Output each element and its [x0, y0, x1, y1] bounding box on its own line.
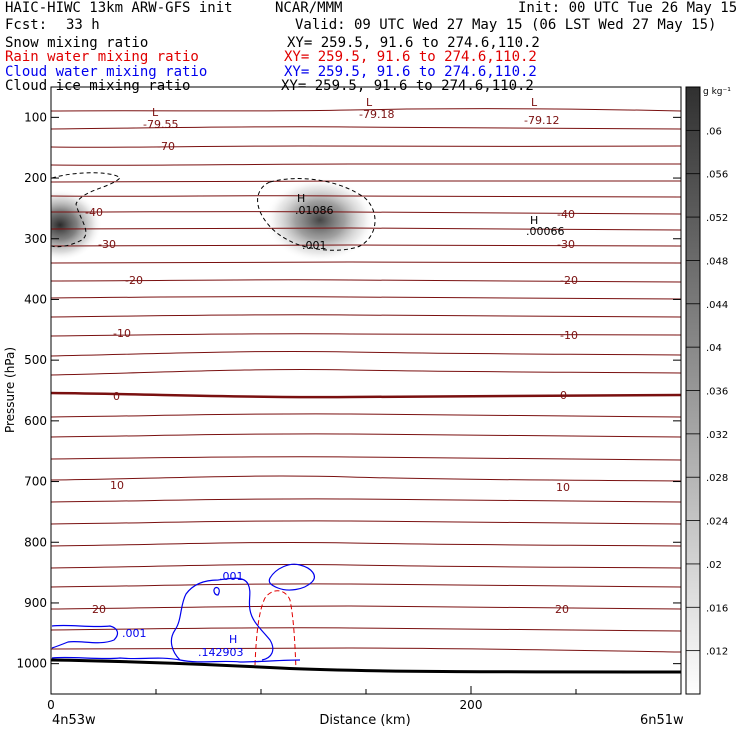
x-axis-label: Distance (km): [319, 713, 410, 728]
snow-shading: [51, 178, 375, 262]
field-xy-snow: XY= 259.5, 91.6 to 274.6,110.2: [287, 35, 540, 51]
temperature-label: L: [366, 96, 373, 109]
field-name-cloudwater: Cloud water mixing ratio: [5, 64, 208, 80]
cloudwater-contour-small: [213, 586, 220, 596]
colorbar-tick-label: .032: [706, 430, 728, 441]
colorbar-tick-label: .04: [706, 343, 722, 354]
org-label: NCAR/MMM: [275, 0, 343, 16]
temperature-label: 10: [556, 481, 570, 494]
cloudwater-contour-label: .001: [122, 627, 147, 640]
temperature-label: 0: [113, 390, 120, 403]
temperature-label: -30: [557, 238, 575, 251]
snow-contour-left: [51, 172, 121, 248]
colorbar-tick-label: .048: [706, 256, 728, 267]
temperature-label: 20: [555, 603, 569, 616]
init-time: Init: 00 UTC Tue 26 May 15: [518, 0, 738, 16]
temperature-label: -20: [125, 274, 143, 287]
cloudice-max-label: .00066: [526, 225, 565, 238]
colorbar-tick-label: .024: [706, 517, 728, 528]
temperature-label: 0: [560, 389, 567, 402]
rain-contours: [254, 590, 297, 671]
x-tick-label: 200: [460, 698, 483, 712]
colorbar-tick-label: .036: [706, 387, 728, 398]
cloudwater-labels: .001 .001 H .142903: [122, 570, 244, 659]
y-tick-label: 100: [24, 110, 47, 124]
x-tick-label: 0: [47, 698, 55, 712]
y-tick-label: 400: [24, 292, 47, 306]
x-axis: 0 200: [47, 686, 682, 712]
temperature-label: -10: [560, 329, 578, 342]
fcst-value: 33 h: [66, 17, 100, 33]
y-tick-label: 500: [24, 353, 47, 367]
temperature-contours: [51, 108, 681, 653]
temperature-label: L: [531, 96, 538, 109]
snow-contours: [51, 172, 376, 251]
temperature-label: -40: [557, 208, 575, 221]
valid-time: Valid: 09 UTC Wed 27 May 15 (06 LST Wed …: [295, 17, 717, 33]
x-end-label-right: 6n51w: [640, 713, 684, 728]
cloudwater-contours: [51, 563, 315, 663]
snow-max-label: .01086: [295, 204, 334, 217]
snow-contour-center: [257, 178, 376, 251]
colorbar-tick-label: .028: [706, 473, 728, 484]
colorbar-tick-label: .016: [706, 603, 728, 614]
cloudwater-max-label: H: [229, 633, 237, 646]
cloudwater-contour-main: [170, 577, 274, 661]
field-xy-cloudice: XY= 259.5, 91.6 to 274.6,110.2: [281, 78, 534, 94]
temperature-label: L: [152, 106, 159, 119]
rain-contour: [254, 590, 297, 671]
model-title: HAIC-HIWC 13km ARW-GFS init: [5, 0, 233, 16]
field-name-snow: Snow mixing ratio: [5, 35, 149, 51]
snow-contour-label: .001: [302, 239, 327, 252]
cloudwater-contour-left: [51, 624, 119, 649]
field-xy-rain: XY= 259.5, 91.6 to 274.6,110.2: [284, 49, 537, 65]
temperature-label: 20: [92, 603, 106, 616]
temperature-label: -30: [98, 238, 116, 251]
x-end-label-left: 4n53w: [52, 713, 96, 728]
terrain-line: [50, 658, 682, 674]
cloudwater-contour-label: .001: [219, 570, 244, 583]
field-name-cloudice: Cloud ice mixing ratio: [5, 78, 191, 94]
colorbar-tick-label: .052: [706, 213, 728, 224]
y-tick-label: 700: [24, 475, 47, 489]
colorbar-ticks: .012 .016 .02 .024 .028 .032 .036 .04 .044 .048 .0…: [686, 126, 728, 658]
temperature-label: -79.12: [524, 114, 559, 127]
snow-labels: H .01086 .001 H .00066: [295, 192, 565, 252]
field-name-rain: Rain water mixing ratio: [5, 49, 199, 65]
y-axis-label: Pressure (hPa): [3, 347, 17, 433]
temperature-label: -79.55: [143, 118, 178, 131]
colorbar-tick-label: .012: [706, 647, 728, 658]
temperature-label: -20: [560, 274, 578, 287]
temperature-label: -40: [85, 206, 103, 219]
temperature-label: 10: [110, 479, 124, 492]
y-tick-label: 600: [24, 414, 47, 428]
temperature-label: -70: [157, 140, 175, 153]
y-tick-label: 1000: [16, 657, 47, 671]
colorbar-tick-label: .044: [706, 300, 728, 311]
temperature-label: -10: [113, 327, 131, 340]
y-tick-label: 200: [24, 171, 47, 185]
colorbar-unit: g kg⁻¹: [703, 87, 731, 97]
plot-frame: [50, 86, 682, 695]
y-tick-label: 300: [24, 232, 47, 246]
cloudwater-contour-upper: [268, 563, 315, 591]
colorbar-tick-label: .02: [706, 560, 722, 571]
cloudwater-max-label: .142903: [198, 646, 244, 659]
snow-max-label: H: [297, 192, 305, 205]
snow-maximum-left: [51, 189, 102, 261]
snow-maximum-center: [265, 178, 375, 262]
temperature-label: -79.18: [359, 108, 394, 121]
colorbar-tick-label: .056: [706, 170, 728, 181]
y-tick-label: 900: [24, 596, 47, 610]
fcst-label: Fcst:: [5, 17, 48, 33]
field-xy-cloudwater: XY= 259.5, 91.6 to 274.6,110.2: [284, 64, 537, 80]
y-tick-label: 800: [24, 535, 47, 549]
temperature-labels: L -79.55 L -79.18 L -79.12 -70 -40 -40 -…: [85, 96, 578, 616]
colorbar-tick-label: .06: [706, 126, 722, 137]
cloudice-max-label: H: [530, 214, 538, 227]
